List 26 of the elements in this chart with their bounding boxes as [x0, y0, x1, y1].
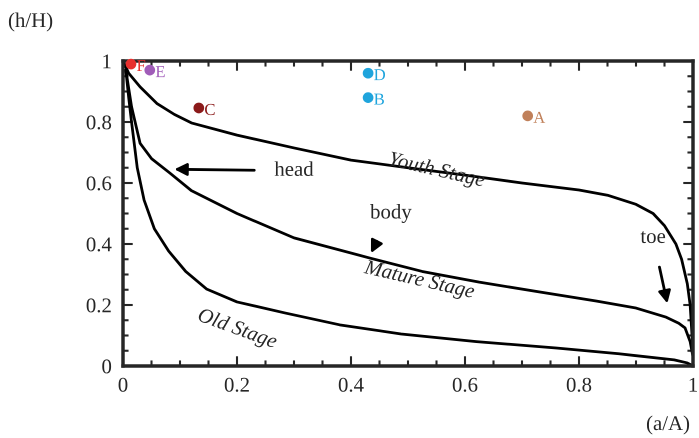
x-tick-label: 0.2 — [224, 378, 249, 392]
series-label: C — [205, 104, 215, 116]
x-tick-label: 1 — [690, 378, 697, 392]
series-label: E — [156, 66, 165, 78]
annotation: body — [370, 204, 412, 223]
y-tick-label: 1 — [103, 54, 111, 68]
y-axis-title: (h/H) — [8, 12, 52, 32]
y-tick-label: 0.2 — [86, 298, 111, 313]
x-tick-label: 0.4 — [338, 378, 364, 392]
y-tick-label: 0.6 — [86, 176, 112, 191]
series-label: D — [374, 69, 386, 80]
legend-label: Mature Stage — [362, 259, 476, 302]
text: Old Stage — [196, 306, 279, 352]
y-tick-label: 0 — [102, 359, 112, 374]
x-tick-label: 0.6 — [452, 378, 478, 392]
y-tick-label: 0.4 — [86, 237, 112, 252]
series-label: F — [137, 60, 146, 71]
x-tick-label: 0.8 — [566, 378, 592, 392]
x-axis-title: (a/A) — [646, 416, 690, 434]
y-tick-label: 0.8 — [86, 115, 112, 130]
series-label: A — [533, 112, 546, 123]
annotation: head — [274, 161, 314, 176]
series-label: B — [374, 94, 384, 105]
annotation: toe — [640, 231, 666, 244]
x-tick-label: 0 — [118, 378, 128, 392]
text: Youth Stage — [388, 150, 486, 191]
